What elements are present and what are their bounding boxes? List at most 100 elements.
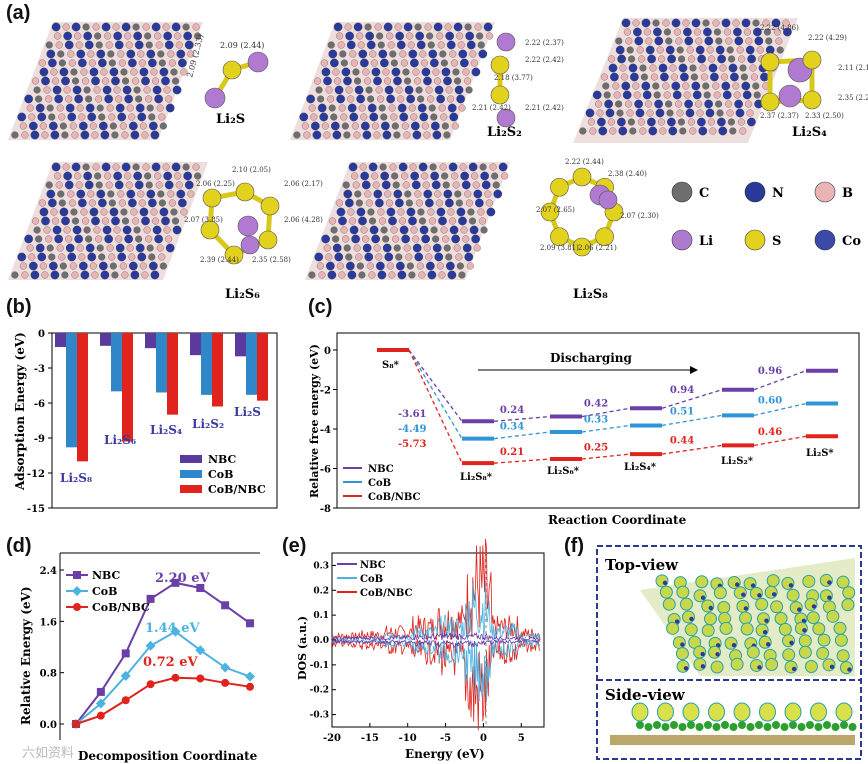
legend-atom-label: Li: [699, 234, 713, 249]
atom: [806, 721, 814, 729]
atom-s: [222, 60, 242, 80]
legend: NBC CoB CoB/NBC: [343, 464, 421, 503]
atom: [80, 68, 88, 76]
atom: [478, 217, 487, 225]
atom: [438, 104, 446, 112]
atom: [450, 59, 458, 67]
atom: [126, 104, 134, 112]
atom: [107, 190, 115, 198]
atom: [652, 82, 660, 90]
atom: [653, 91, 661, 99]
legend-label-cob: CoB: [208, 468, 233, 481]
atom: [393, 244, 401, 252]
atom: [174, 32, 182, 40]
atom: [423, 244, 431, 252]
atom: [471, 67, 481, 77]
atom: [685, 108, 695, 118]
atom: [360, 58, 369, 68]
atom: [646, 109, 654, 117]
energy-connector: [753, 435, 807, 447]
atom: [598, 126, 608, 136]
atom: [747, 54, 756, 64]
atom: [102, 85, 112, 95]
atom: [649, 64, 657, 72]
density-isosurface: [806, 611, 820, 625]
atom: [325, 86, 333, 94]
atom: [174, 172, 182, 180]
atom: [150, 270, 160, 280]
atom: [369, 50, 377, 58]
density-isosurface: [812, 622, 826, 636]
atom: [414, 23, 422, 31]
atom: [41, 216, 50, 226]
atom: [464, 190, 472, 198]
atom: [63, 31, 73, 41]
atom: [652, 19, 660, 27]
atom: [98, 198, 107, 208]
atom: [827, 580, 832, 585]
atom: [762, 19, 770, 27]
charge-density-top-view: [640, 558, 856, 676]
atom: [406, 262, 414, 270]
density-isosurface: [676, 585, 690, 599]
atom: [58, 113, 66, 121]
atom: [62, 163, 70, 171]
atom: [162, 23, 170, 31]
atom: [791, 666, 797, 672]
atom: [373, 76, 382, 86]
data-point: [220, 662, 231, 673]
atom: [43, 226, 51, 234]
density-isosurface: [749, 658, 763, 672]
atom: [76, 244, 84, 252]
density-isosurface: [676, 659, 690, 673]
atom: [395, 31, 405, 41]
atom: [112, 23, 120, 31]
atom: [87, 190, 95, 198]
atom: [392, 181, 400, 189]
molecule-name-li2s6: Li₂S₆: [225, 287, 260, 302]
atom: [433, 77, 442, 85]
atom: [386, 262, 394, 270]
atom: [391, 172, 399, 180]
atom: [51, 162, 61, 172]
atom: [37, 112, 47, 122]
atom: [101, 22, 111, 32]
atom: [316, 262, 324, 270]
atom: [71, 131, 79, 139]
atom: [739, 64, 747, 72]
atom: [192, 23, 200, 31]
data-point: [171, 578, 180, 587]
category-label: Li₂S₂: [192, 417, 224, 431]
atom: [709, 127, 717, 135]
atom: [486, 32, 494, 40]
atom: [653, 721, 661, 729]
atom: [382, 235, 390, 243]
data-point: [195, 645, 206, 656]
energy-connector: [581, 424, 631, 433]
atom: [360, 121, 370, 131]
atom: [165, 103, 175, 113]
atom: [41, 271, 49, 279]
atom: [317, 95, 325, 103]
y-tick-label: 0.1: [313, 611, 329, 621]
atom: [365, 199, 373, 207]
atom: [797, 607, 802, 612]
density-isosurface: [789, 601, 803, 615]
atom: [332, 243, 342, 253]
atom: [57, 190, 65, 198]
atom-li: [240, 235, 260, 255]
atom: [348, 162, 358, 172]
atom: [371, 122, 379, 130]
atom: [130, 270, 140, 280]
atom: [608, 55, 616, 63]
atom: [192, 163, 200, 171]
atom: [75, 41, 83, 49]
data-point: [171, 673, 180, 682]
atom-li: [496, 32, 516, 52]
bond-label: 2.22 (4.86): [760, 24, 799, 32]
atom: [353, 131, 361, 139]
atom: [753, 91, 761, 99]
atom: [402, 68, 410, 76]
atom: [352, 68, 360, 76]
atom: [87, 252, 97, 262]
